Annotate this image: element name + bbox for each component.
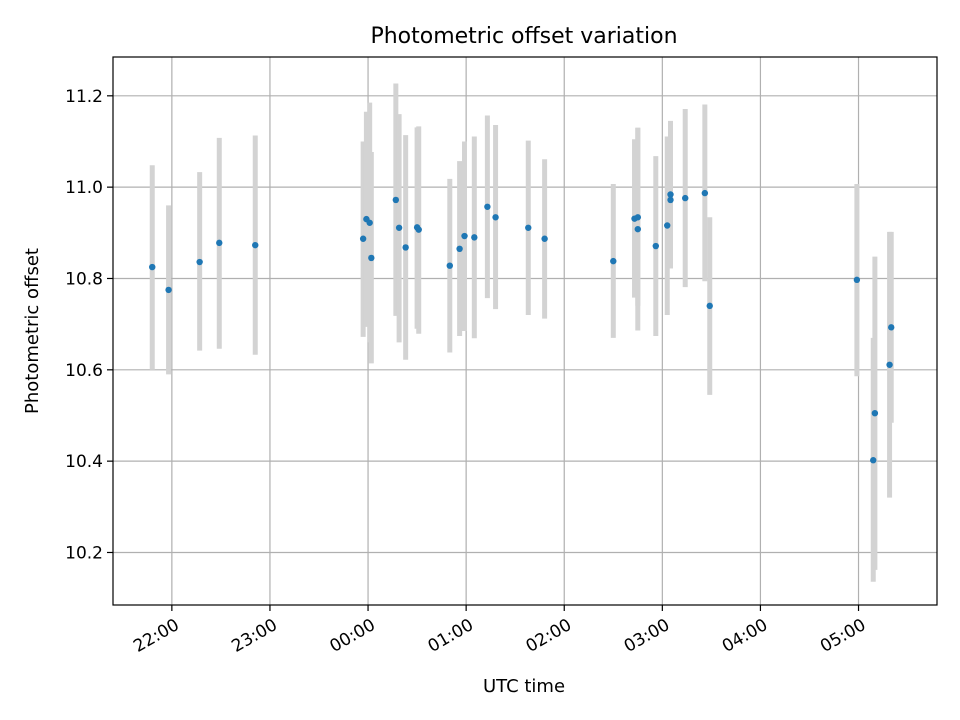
grid-lines	[113, 57, 937, 605]
data-point	[402, 244, 409, 251]
data-point	[634, 225, 642, 233]
data-point	[870, 457, 877, 464]
data-point	[196, 258, 203, 266]
data-point	[541, 235, 548, 242]
data-point	[368, 254, 375, 262]
data-point	[415, 226, 422, 233]
data-point	[484, 203, 491, 210]
y-tick-label: 10.4	[65, 452, 103, 472]
data-point	[853, 276, 861, 284]
data-point	[888, 324, 895, 331]
data-point	[886, 361, 893, 368]
data-points	[149, 189, 895, 464]
data-point	[392, 196, 400, 204]
data-point	[456, 245, 463, 252]
data-point	[446, 262, 453, 269]
y-tick-label: 11.0	[65, 178, 103, 198]
data-point	[706, 302, 713, 310]
data-point	[471, 234, 478, 241]
data-point	[492, 214, 499, 221]
data-point	[149, 263, 156, 271]
data-point	[667, 191, 674, 198]
data-point	[871, 410, 879, 417]
y-tick-label: 10.6	[65, 361, 103, 381]
data-point	[634, 214, 642, 221]
data-point	[701, 189, 709, 197]
data-point	[667, 196, 674, 204]
y-tick-label: 11.2	[65, 87, 103, 107]
data-point	[359, 235, 367, 242]
data-point	[610, 257, 617, 265]
data-point	[395, 224, 403, 231]
data-point	[525, 224, 532, 231]
data-point	[252, 241, 259, 249]
y-axis-label: Photometric offset	[22, 248, 43, 414]
y-tick-label: 10.8	[65, 269, 103, 289]
plot-area-frame	[112, 56, 938, 606]
data-point	[461, 232, 468, 240]
data-point	[366, 219, 373, 226]
data-point	[165, 286, 172, 294]
data-point	[682, 194, 689, 202]
data-point	[652, 242, 659, 250]
y-axis-ticks: 10.2 10.4 10.6 10.8 11.0 11.2	[65, 87, 113, 563]
y-tick-label: 10.2	[65, 543, 103, 563]
data-point	[664, 222, 671, 229]
x-axis-label: UTC time	[483, 676, 565, 697]
chart-title: Photometric offset variation	[370, 24, 677, 49]
data-point	[216, 239, 223, 247]
